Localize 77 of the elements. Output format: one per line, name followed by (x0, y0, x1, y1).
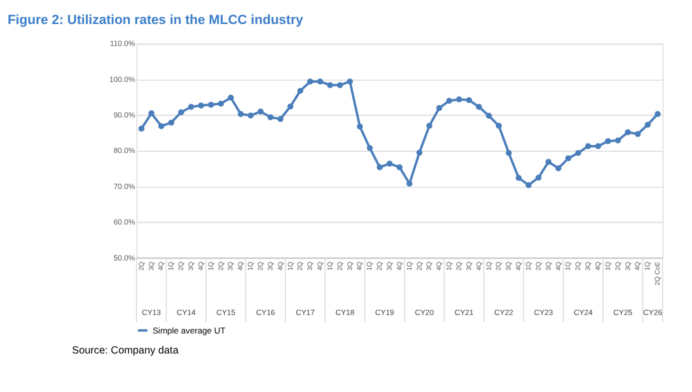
point (476, 104, 482, 110)
text: CY15 (216, 308, 236, 317)
y-tick-label: 80.0% (114, 146, 136, 156)
text: CY14 (176, 308, 196, 317)
point (545, 158, 552, 165)
point (565, 155, 572, 162)
text: CY24 (574, 308, 593, 317)
y-tick-label: 110.0% (110, 39, 136, 48)
point (238, 111, 244, 118)
point (208, 102, 214, 108)
point (456, 96, 462, 102)
y-tick-label: 50.0% (114, 253, 136, 262)
legend-label: Simple average UT (152, 325, 226, 336)
point (406, 180, 412, 187)
point (644, 122, 651, 128)
point (317, 78, 324, 85)
point (218, 100, 224, 107)
point (366, 144, 373, 151)
point (506, 150, 512, 156)
point (585, 143, 592, 150)
point (426, 122, 432, 129)
point (198, 102, 204, 108)
text: CY19 (375, 308, 394, 317)
point (536, 174, 542, 181)
point (555, 165, 562, 172)
point (496, 122, 502, 129)
point (158, 123, 164, 130)
point (307, 78, 314, 85)
text: CY16 (256, 308, 276, 317)
point (138, 126, 144, 132)
text: CY13 (142, 308, 161, 317)
text: CY25 (613, 308, 632, 317)
y-tick-label: 70.0% (114, 182, 136, 191)
point (258, 108, 264, 115)
point (287, 104, 294, 110)
point (466, 97, 472, 104)
point (376, 164, 383, 170)
point (168, 120, 174, 126)
point (446, 98, 452, 104)
chart-title: Figure 2: Utilization rates in the MLCC industry (8, 12, 304, 27)
point (337, 82, 343, 88)
point (148, 110, 154, 116)
text: CY23 (534, 308, 553, 317)
point (346, 78, 353, 85)
point (595, 143, 602, 150)
point (526, 182, 532, 188)
text: CY22 (494, 308, 514, 317)
y-tick-label: 90.0% (114, 110, 136, 120)
point (416, 150, 422, 156)
point (516, 174, 522, 181)
point (297, 88, 304, 94)
point (188, 104, 194, 110)
text: CY20 (414, 308, 434, 317)
point (248, 112, 254, 118)
point (386, 160, 393, 167)
point (268, 114, 274, 120)
point (486, 112, 492, 119)
text: CY18 (335, 308, 354, 317)
point (436, 104, 442, 111)
point (356, 124, 363, 130)
point (575, 150, 582, 156)
y-tick-label: 100.0% (109, 74, 136, 84)
point (624, 129, 631, 136)
y-tick-label: 60.0% (114, 218, 136, 227)
point (634, 131, 641, 138)
source-note: Source: Company data (72, 346, 179, 357)
point (277, 116, 284, 122)
point (178, 109, 184, 116)
text: CY21 (454, 308, 474, 317)
point (605, 138, 612, 144)
point (654, 111, 661, 118)
point (228, 94, 234, 101)
text: CY17 (296, 308, 315, 317)
point (327, 82, 334, 88)
point (396, 164, 403, 170)
point (614, 137, 621, 144)
text: CY26 (643, 308, 662, 317)
